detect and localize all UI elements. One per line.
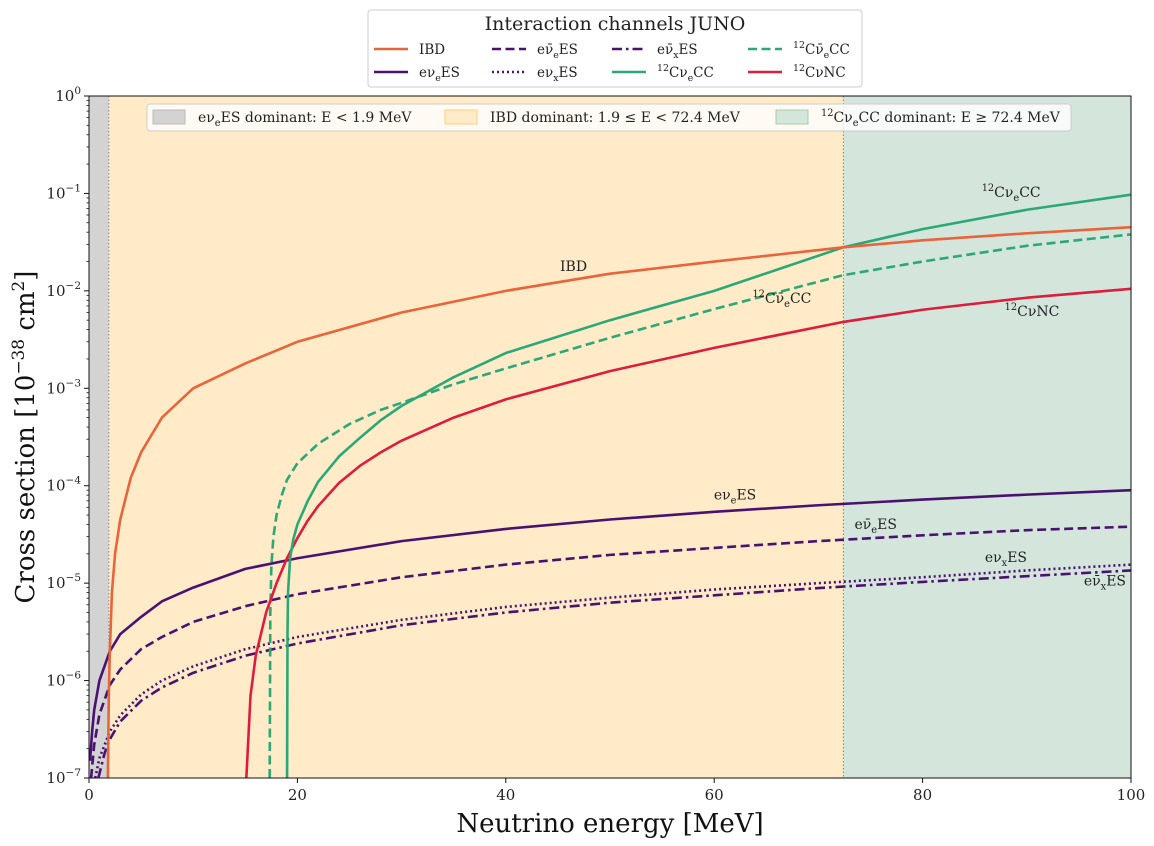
annotation-nuxbar_es: eν̄xES	[1084, 573, 1126, 592]
series-line-nuebar_es	[89, 525, 1131, 778]
axis-ticks: 0 20 40 60 80 100 10−7 10−6 10−5 10−4 10−3 10−2 10−1…	[46, 85, 1145, 804]
annotation-c12_nuebar_cc: 12Cν̄eCC	[752, 289, 811, 310]
region-legend-label: eνeES dominant: E < 1.9 MeV	[198, 110, 412, 129]
dominance-regions	[89, 96, 1131, 778]
legend-label-c12_nue_cc: 12CνeCC	[657, 63, 714, 84]
axis-labels: Neutrino energy [MeV] Cross section [10−…	[8, 271, 764, 839]
legend-label-ibd: IBD	[419, 42, 445, 58]
y-tick-label: 10−3	[46, 377, 81, 397]
y-tick-label: 10−2	[46, 280, 81, 300]
legend-label-nux_es: eνxES	[537, 65, 578, 84]
y-tick-label: 10−5	[46, 572, 81, 592]
x-axis-label: Neutrino energy [MeV]	[456, 809, 763, 839]
annotation-nux_es: eνxES	[985, 550, 1027, 569]
channel-legend-title: Interaction channels JUNO	[485, 13, 746, 35]
legend-label-c12_nuebar_cc: 12Cν̄eCC	[793, 40, 850, 61]
legend-label-nuebar_es: eν̄eES	[537, 42, 578, 61]
series-line-c12_nu_nc	[245, 287, 1131, 778]
x-tick-label: 80	[913, 786, 932, 804]
y-tick-label: 100	[55, 85, 81, 105]
annotation-nue_es: eνeES	[714, 488, 756, 507]
annotation-ibd: IBD	[560, 259, 587, 275]
curve-annotations: IBD eνeES 12CνeCC 12Cν̄eCC 12CνNC eν̄eES eνxES…	[560, 183, 1126, 592]
series-line-c12_nue_cc	[285, 193, 1131, 778]
x-tick-label: 60	[705, 786, 724, 804]
region-legend-swatch	[152, 109, 186, 125]
region-legend: eνeES dominant: E < 1.9 MeV IBD dominant:…	[146, 103, 1072, 132]
x-tick-label: 100	[1117, 786, 1146, 804]
y-tick-label: 10−7	[46, 767, 81, 787]
region-legend-label: 12CνeCC dominant: E ≥ 72.4 MeV	[821, 108, 1061, 129]
y-tick-label: 10−6	[46, 670, 81, 690]
region-legend-swatch	[444, 109, 478, 125]
annotation-c12_nu_nc: 12CνNC	[1005, 302, 1060, 320]
y-tick-label: 10−4	[46, 475, 81, 495]
channel-legend: Interaction channels JUNO IBD eνeES eν̄eES e…	[367, 9, 863, 88]
series-line-nue_es	[89, 488, 1131, 761]
y-axis-label: Cross section [10−38 cm2]	[8, 271, 41, 604]
legend-label-nuxbar_es: eν̄xES	[657, 42, 698, 61]
region-ibd	[108, 96, 844, 778]
region-legend-swatch	[775, 109, 809, 125]
x-tick-label: 0	[84, 786, 94, 804]
series-line-nux_es	[93, 563, 1131, 778]
series-lines	[89, 193, 1131, 778]
region-legend-label: IBD dominant: 1.9 ≤ E < 72.4 MeV	[490, 110, 741, 126]
series-line-c12_nuebar_cc	[268, 233, 1131, 778]
region-cc	[843, 96, 1131, 778]
y-tick-label: 10−1	[46, 182, 81, 202]
x-tick-label: 20	[288, 786, 307, 804]
region-es	[89, 96, 109, 778]
legend-label-c12_nu_nc: 12CνNC	[793, 63, 846, 81]
series-line-ibd	[106, 225, 1131, 778]
annotation-c12_nue_cc: 12CνeCC	[982, 183, 1041, 204]
plot-frame	[88, 95, 1132, 779]
annotation-nuebar_es: eν̄eES	[854, 517, 896, 536]
region-legend-box	[146, 103, 1072, 132]
plot-border	[88, 95, 1132, 779]
legend-label-nue_es: eνeES	[419, 65, 460, 84]
x-tick-label: 40	[496, 786, 515, 804]
